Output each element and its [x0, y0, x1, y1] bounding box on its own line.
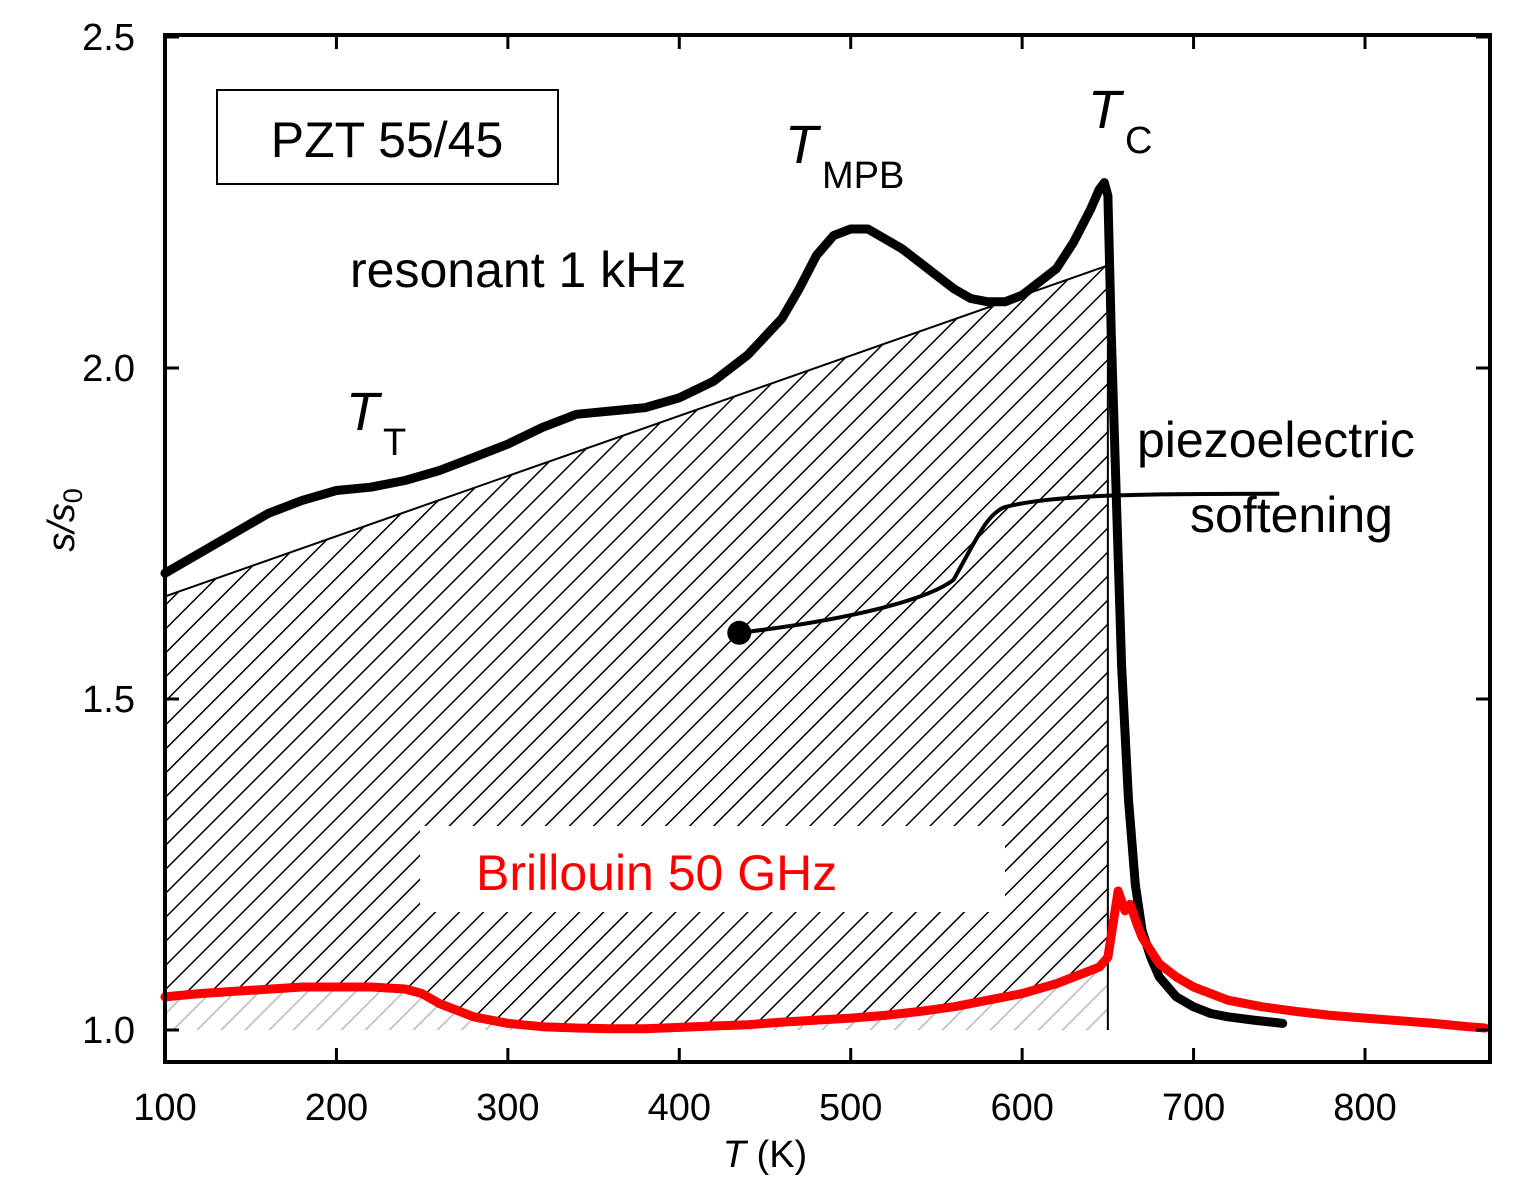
y-axis-ticks: 1.0 1.5 2.0 2.5 — [82, 17, 1490, 1052]
x-tick-label: 800 — [1333, 1087, 1396, 1129]
x-axis-title: T (K) — [723, 1134, 807, 1176]
annotation-resonant: resonant 1 kHz — [350, 242, 686, 298]
x-axis-ticks: 100 200 300 400 500 600 700 800 — [133, 35, 1397, 1129]
brillouin-label-background — [420, 826, 1005, 912]
y-axis-title: s/s0 — [41, 488, 88, 552]
annotation-softening: softening — [1190, 487, 1393, 543]
x-tick-label: 400 — [648, 1087, 711, 1129]
series-line-resonant — [160, 178, 1288, 1028]
annotation-tmpb: TMPB — [785, 115, 904, 197]
x-tick-label: 200 — [305, 1087, 368, 1129]
annotation-piezoelectric: piezoelectric — [1137, 412, 1415, 468]
y-tick-label: 1.5 — [82, 679, 135, 721]
hatched-area-upper — [165, 265, 1108, 1029]
annotation-tt: TT — [346, 382, 406, 464]
annotation-tc: TC — [1088, 80, 1152, 162]
legend-box — [216, 89, 559, 185]
x-tick-label: 600 — [990, 1087, 1053, 1129]
piezoelectric-softening-pointer-dot — [727, 620, 752, 645]
y-tick-label: 2.5 — [82, 17, 135, 59]
y-tick-label: 1.0 — [82, 1010, 135, 1052]
y-tick-label: 2.0 — [82, 348, 135, 390]
plot-frame — [163, 33, 1492, 1064]
series-line-brillouin — [160, 886, 1490, 1034]
legend-box-label: PZT 55/45 — [271, 112, 504, 168]
x-tick-label: 300 — [476, 1087, 539, 1129]
hatched-area-top-line — [164, 264, 1109, 598]
annotation-brillouin: Brillouin 50 GHz — [476, 845, 837, 901]
x-tick-label: 500 — [819, 1087, 882, 1129]
x-tick-label: 700 — [1162, 1087, 1225, 1129]
piezoelectric-softening-pointer — [739, 491, 1280, 635]
x-tick-label: 100 — [133, 1087, 196, 1129]
hatched-area-lower — [165, 957, 1108, 1030]
